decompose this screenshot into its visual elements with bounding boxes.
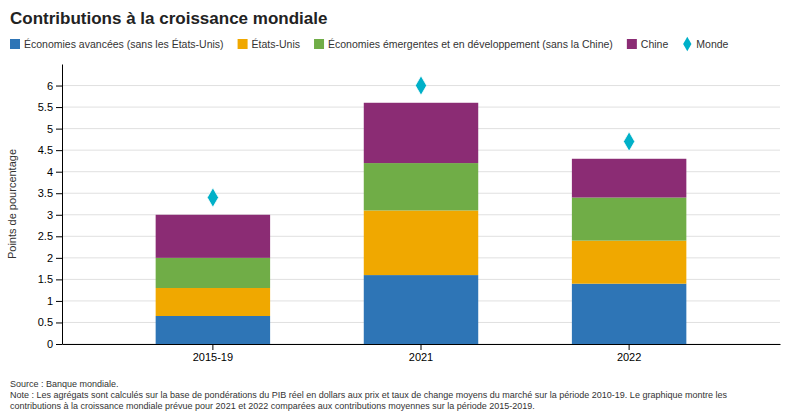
bar — [156, 288, 270, 316]
bar — [364, 163, 478, 210]
bar-series — [156, 103, 687, 258]
bar — [572, 284, 686, 344]
y-tick: 3.5 — [38, 187, 62, 199]
x-tick-label: 2021 — [409, 351, 433, 363]
legend-item: Monde — [683, 37, 728, 51]
marker — [415, 76, 426, 96]
bar — [572, 159, 686, 198]
annotation: Note : Les agrégats sont calculés sur la… — [10, 390, 727, 411]
y-tick: 5.5 — [38, 101, 62, 113]
y-tick-mark — [56, 322, 62, 323]
y-axis-line — [62, 65, 63, 345]
y-tick: 4 — [47, 166, 62, 178]
y-tick-label: 5.5 — [38, 101, 53, 113]
y-tick: 0.5 — [38, 316, 62, 328]
y-tick: 2.5 — [38, 230, 62, 242]
x-tick-label: 2015-19 — [193, 351, 233, 363]
y-tick: 6 — [47, 80, 62, 92]
y-axis-title: Points de pourcentage — [6, 149, 18, 259]
y-tick: 1 — [47, 295, 62, 307]
y-tick: 4.5 — [38, 144, 62, 156]
y-tick-label: 3.5 — [38, 187, 53, 199]
y-tick: 3 — [47, 209, 62, 221]
bar — [364, 275, 478, 344]
legend-swatch — [314, 39, 324, 49]
y-tick-label: 1.5 — [38, 273, 53, 285]
y-tick-label: 5 — [47, 123, 53, 135]
x-axis: 2015-19 2021 2022 — [63, 344, 781, 363]
y-tick-label: 4 — [47, 166, 53, 178]
x-tick-label: 2022 — [617, 351, 641, 363]
y-tick-mark — [56, 107, 62, 108]
y-tick-mark — [56, 172, 62, 173]
x-tick-mark — [421, 344, 422, 350]
x-tick-mark — [212, 344, 213, 350]
bar — [572, 241, 686, 284]
x-tick: 2022 — [617, 344, 641, 363]
legend-label: États-Unis — [252, 38, 300, 50]
legend-item: Chine — [627, 38, 669, 50]
y-axis: 0 0.5 1 1.5 2 2.5 3 3.5 4 4.5 5 5.5 6 — [38, 65, 63, 351]
marker — [623, 132, 634, 152]
y-tick-label: 4.5 — [38, 144, 53, 156]
legend-item: Économies émergentes et en développement… — [314, 38, 613, 50]
bar — [156, 258, 270, 288]
y-tick-label: 2 — [47, 252, 53, 264]
marker-series — [207, 76, 635, 208]
chart: Contributions à la croissance mondialeÉc… — [0, 0, 800, 415]
y-tick-label: 0 — [47, 338, 53, 350]
legend-label: Chine — [641, 38, 669, 50]
grid — [62, 86, 780, 344]
legend-label: Économies avancées (sans les États-Unis) — [24, 38, 224, 50]
y-tick-label: 3 — [47, 209, 53, 221]
legend-marker — [683, 37, 691, 51]
bar — [156, 215, 270, 258]
y-tick: 5 — [47, 123, 62, 135]
y-tick-mark — [56, 236, 62, 237]
legend-label: Économies émergentes et en développement… — [328, 38, 613, 50]
y-tick-mark — [56, 129, 62, 130]
legend: Économies avancées (sans les États-Unis)… — [10, 37, 729, 51]
marks — [156, 76, 687, 344]
legend-item: États-Unis — [238, 38, 300, 50]
y-tick-mark — [56, 344, 62, 345]
y-tick-mark — [56, 150, 62, 151]
legend-swatch — [238, 39, 248, 49]
legend-swatch — [627, 39, 637, 49]
bar — [156, 316, 270, 344]
bar — [364, 210, 478, 275]
y-tick-mark — [56, 86, 62, 87]
title: Contributions à la croissance mondiale — [10, 9, 327, 28]
y-tick-label: 0.5 — [38, 316, 53, 328]
y-tick-label: 2.5 — [38, 230, 53, 242]
legend-item: Économies avancées (sans les États-Unis) — [10, 38, 224, 50]
y-tick-label: 6 — [47, 80, 53, 92]
x-tick: 2015-19 — [193, 344, 233, 363]
marker — [207, 188, 218, 208]
y-tick: 1.5 — [38, 273, 62, 285]
y-tick: 2 — [47, 252, 62, 264]
y-tick: 0 — [47, 338, 62, 350]
y-tick-mark — [56, 279, 62, 280]
y-tick-label: 1 — [47, 295, 53, 307]
y-tick-mark — [56, 258, 62, 259]
y-tick-mark — [56, 215, 62, 216]
bar — [572, 198, 686, 241]
x-tick-mark — [629, 344, 630, 350]
y-tick-mark — [56, 301, 62, 302]
annotation: Source : Banque mondiale. — [10, 379, 119, 389]
x-tick: 2021 — [409, 344, 433, 363]
legend-swatch — [10, 39, 20, 49]
y-tick-mark — [56, 193, 62, 194]
legend-label: Monde — [696, 38, 728, 50]
bar — [364, 103, 478, 163]
